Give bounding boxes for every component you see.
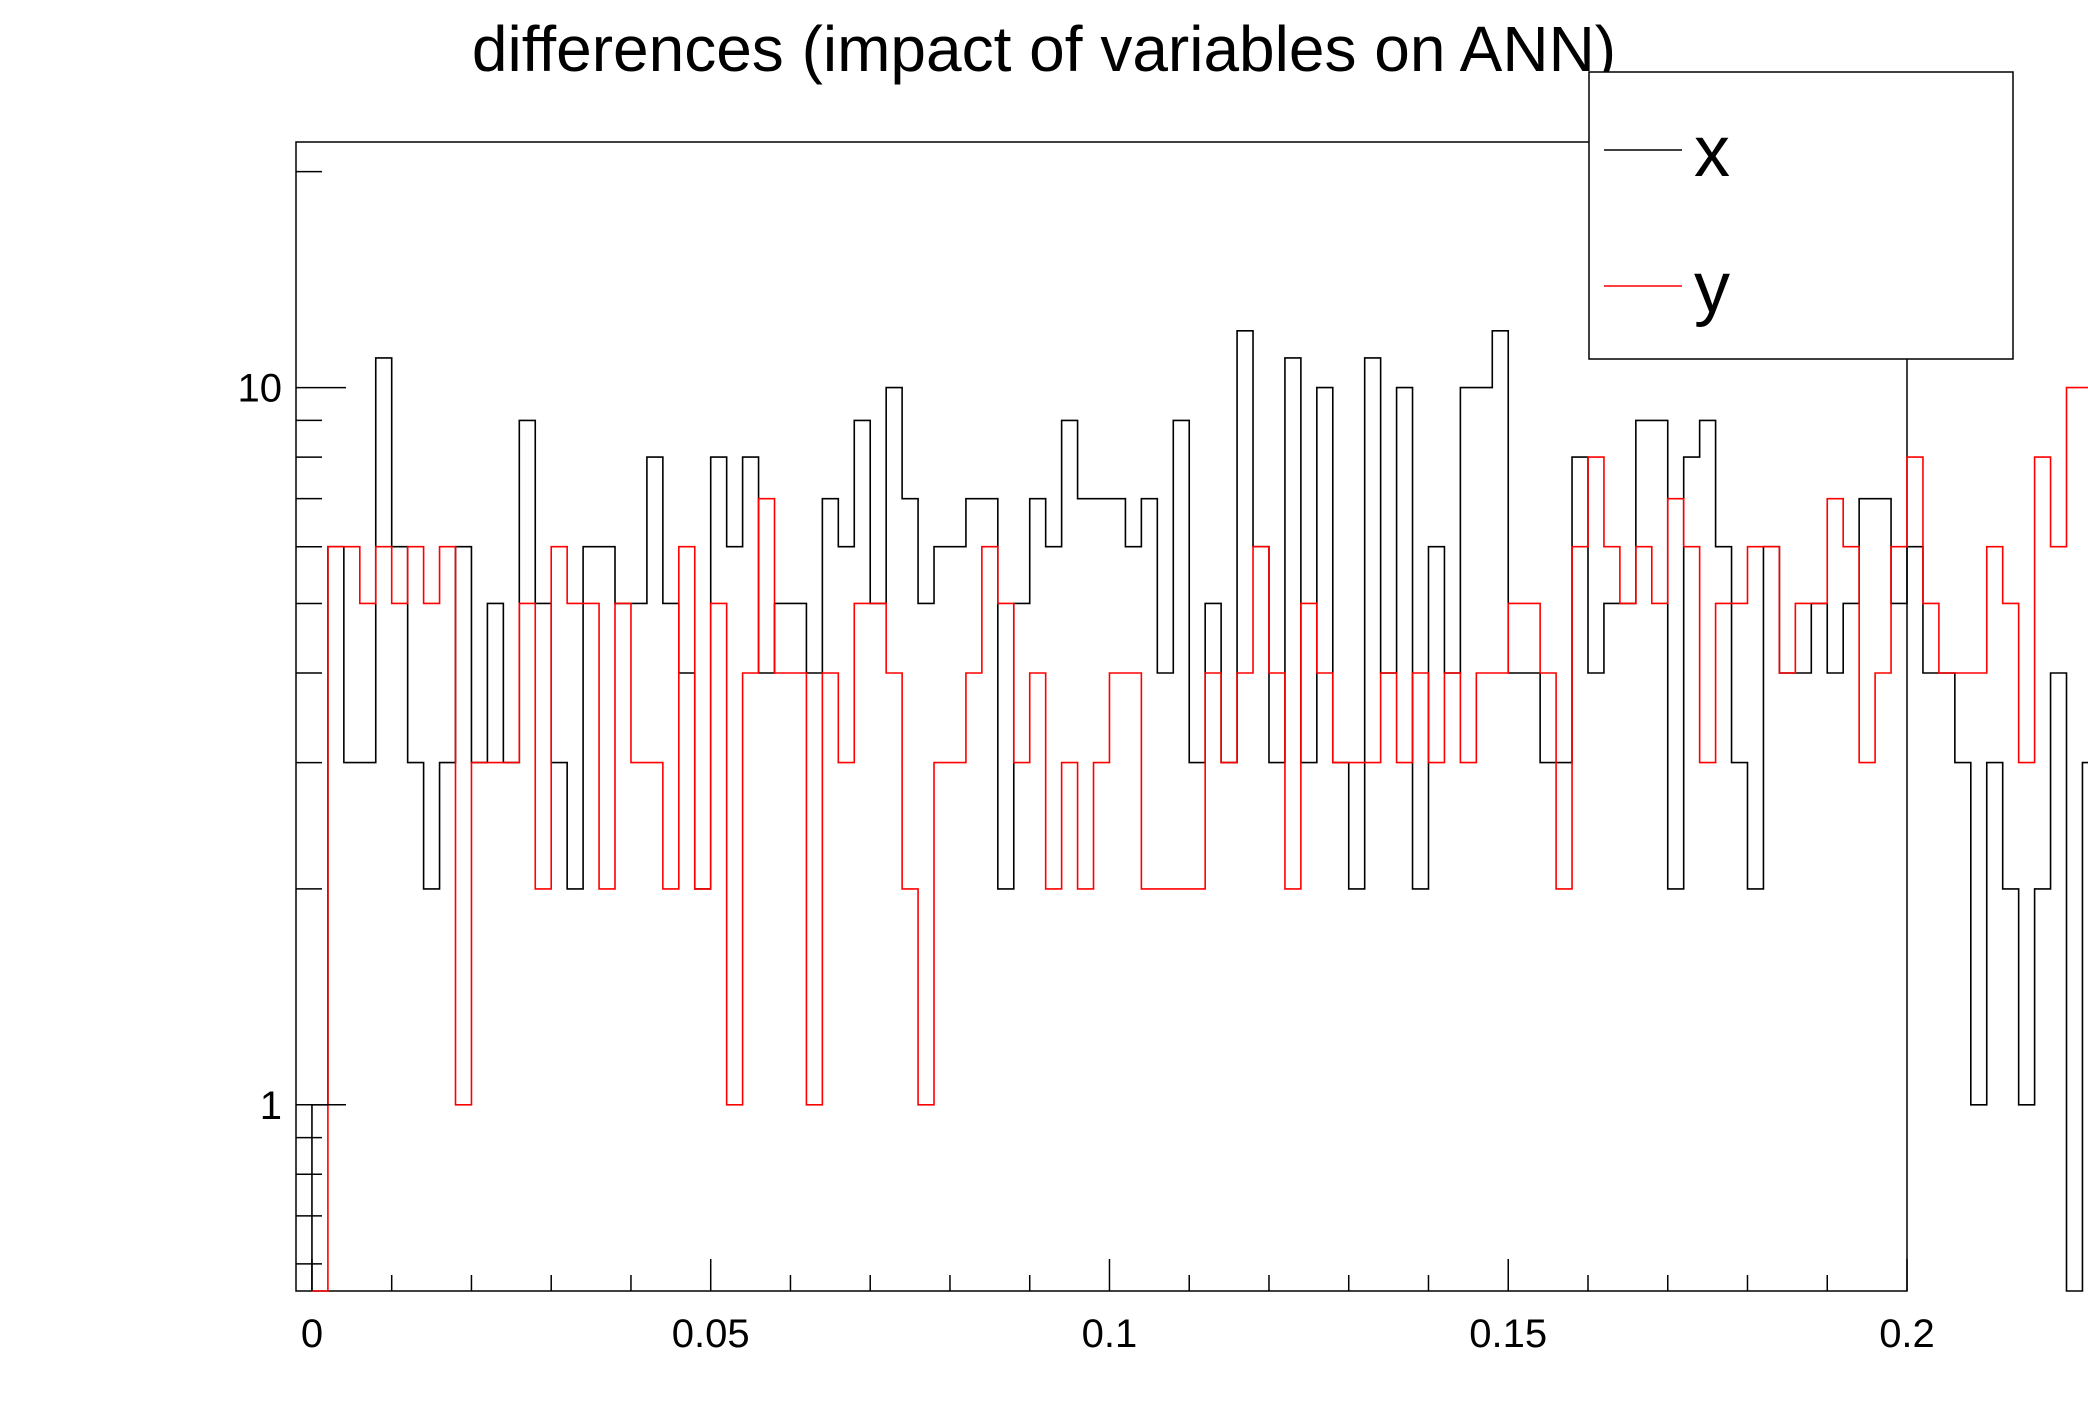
x-tick-label: 0.05 <box>672 1312 750 1356</box>
series-x <box>311 329 2088 1292</box>
histogram-line-x <box>311 329 2088 1292</box>
legend-label-y: y <box>1694 248 1730 328</box>
x-tick-label: 0 <box>301 1312 323 1356</box>
histogram-line-y <box>311 386 2088 1292</box>
y-tick-label: 10 <box>238 367 283 411</box>
legend-label-x: x <box>1694 112 1730 192</box>
chart-title: differences (impact of variables on ANN) <box>471 13 1617 85</box>
x-tick-label: 0.2 <box>1879 1312 1935 1356</box>
plot-frame <box>295 141 1908 1292</box>
x-tick-label: 0.15 <box>1469 1312 1547 1356</box>
legend-box <box>1588 71 2014 360</box>
series-y <box>311 386 2088 1292</box>
x-tick-label: 0.1 <box>1082 1312 1138 1356</box>
y-tick-label: 1 <box>260 1084 282 1128</box>
